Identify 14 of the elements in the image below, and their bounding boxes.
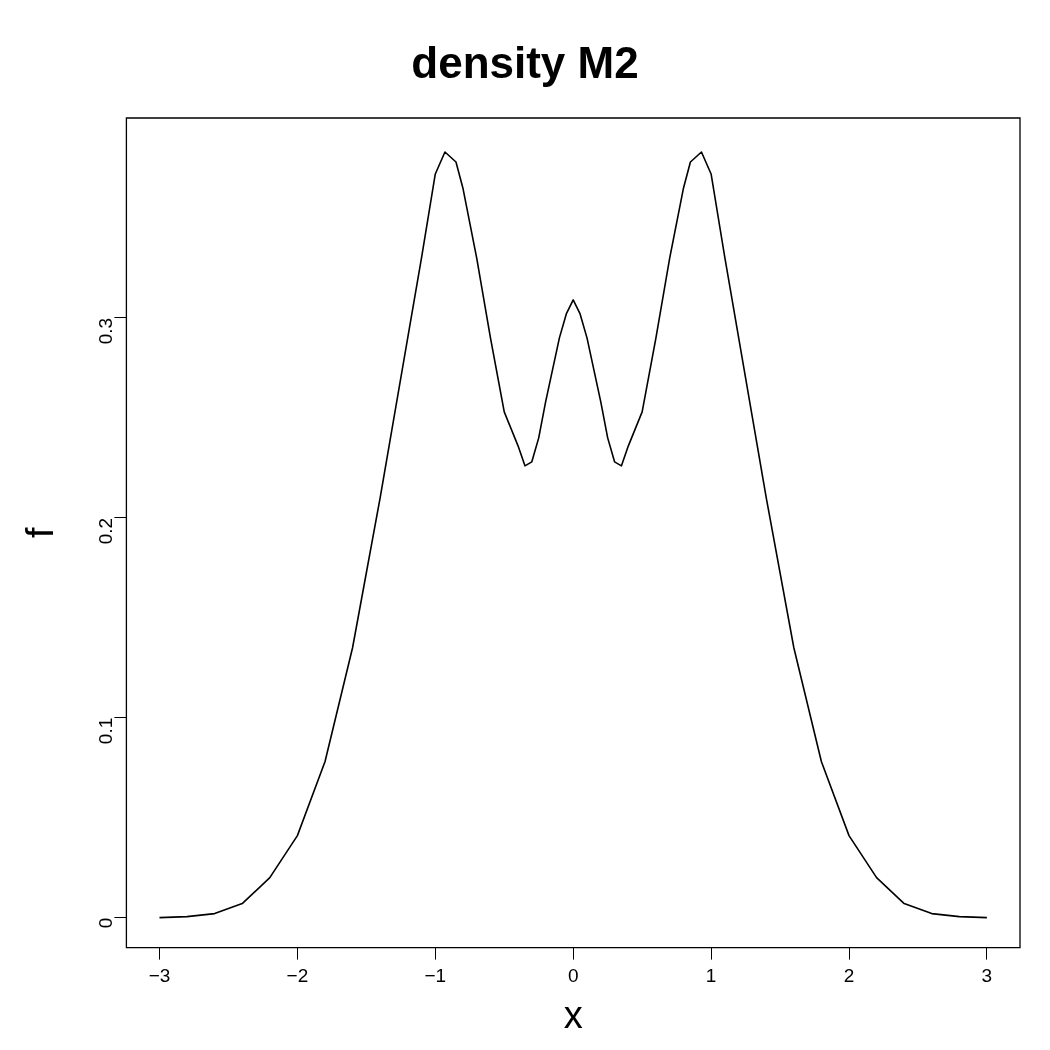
x-tick-label: −3	[148, 965, 171, 987]
chart-title: density M2	[410, 38, 640, 88]
y-tick-label: 0.3	[94, 317, 116, 345]
x-tick-label: 3	[981, 965, 993, 987]
y-tick-label: 0.1	[94, 717, 116, 745]
x-tick-label: 0	[567, 965, 579, 987]
y-axis-title: f	[19, 527, 62, 539]
y-tick-label: 0	[94, 917, 116, 929]
x-tick-label: 1	[705, 965, 717, 987]
y-tick-label: 0.2	[94, 517, 116, 545]
x-tick-label: 2	[843, 965, 855, 987]
x-axis-title: x	[563, 993, 583, 1036]
x-tick-label: −2	[286, 965, 309, 987]
x-tick-label: −1	[424, 965, 447, 987]
